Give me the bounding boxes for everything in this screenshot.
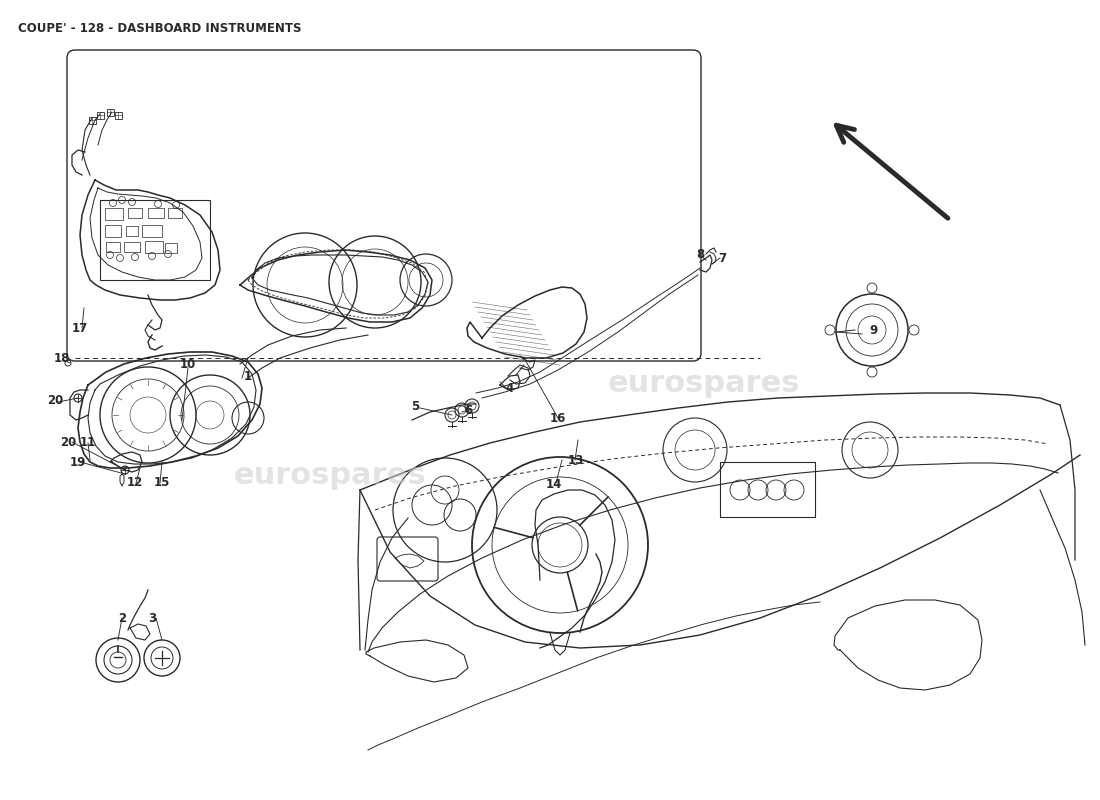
Bar xyxy=(89,117,96,124)
Text: 16: 16 xyxy=(550,411,566,425)
Text: eurospares: eurospares xyxy=(233,462,427,490)
Bar xyxy=(97,112,104,119)
Bar xyxy=(165,243,177,253)
Text: 2: 2 xyxy=(118,611,127,625)
Bar xyxy=(104,208,123,220)
Text: 1: 1 xyxy=(244,370,252,382)
Text: 20: 20 xyxy=(59,435,76,449)
Text: 13: 13 xyxy=(568,454,584,466)
Text: 6: 6 xyxy=(464,403,472,417)
Text: 11: 11 xyxy=(80,435,96,449)
Text: 3: 3 xyxy=(147,611,156,625)
Text: 7: 7 xyxy=(718,251,726,265)
Bar xyxy=(126,226,138,236)
Text: 19: 19 xyxy=(69,455,86,469)
Bar xyxy=(124,242,140,252)
Bar xyxy=(116,112,122,119)
Bar xyxy=(142,225,162,237)
Bar xyxy=(107,109,114,116)
Text: 9: 9 xyxy=(869,323,877,337)
Text: 5: 5 xyxy=(411,401,419,414)
Bar xyxy=(145,241,163,253)
Bar xyxy=(128,208,142,218)
Text: 15: 15 xyxy=(154,477,170,490)
Text: 17: 17 xyxy=(72,322,88,334)
Bar xyxy=(100,200,210,280)
Bar xyxy=(720,462,815,517)
Text: 10: 10 xyxy=(180,358,196,371)
Text: 20: 20 xyxy=(47,394,63,406)
Bar xyxy=(148,208,164,218)
Text: 4: 4 xyxy=(506,382,514,394)
Text: 12: 12 xyxy=(126,477,143,490)
Text: 14: 14 xyxy=(546,478,562,490)
Text: eurospares: eurospares xyxy=(607,370,801,398)
Bar xyxy=(106,242,120,252)
Text: 18: 18 xyxy=(54,351,70,365)
Text: COUPE' - 128 - DASHBOARD INSTRUMENTS: COUPE' - 128 - DASHBOARD INSTRUMENTS xyxy=(18,22,301,35)
Bar xyxy=(104,225,121,237)
Text: 8: 8 xyxy=(696,249,704,262)
Bar xyxy=(168,208,182,218)
